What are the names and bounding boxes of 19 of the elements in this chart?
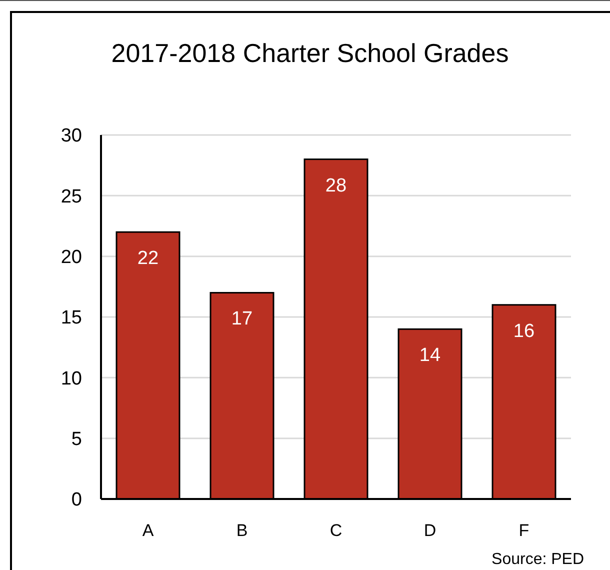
y-tick-label: 30 bbox=[60, 126, 82, 147]
y-tick-label: 20 bbox=[60, 246, 82, 268]
y-tick-label: 0 bbox=[71, 490, 82, 511]
y-tick-label: 5 bbox=[71, 428, 82, 450]
data-label: 17 bbox=[231, 308, 253, 330]
x-tick-label: C bbox=[330, 521, 342, 540]
y-tick-label: 25 bbox=[60, 186, 82, 208]
y-tick-label: 15 bbox=[60, 308, 82, 329]
x-tick-label: A bbox=[142, 521, 154, 540]
chart-title: 2017-2018 Charter School Grades bbox=[111, 38, 509, 68]
y-tick-label: 10 bbox=[60, 368, 82, 390]
data-label: 14 bbox=[419, 345, 441, 366]
data-label: 28 bbox=[325, 175, 347, 196]
x-tick-label: F bbox=[518, 521, 530, 540]
data-label: 22 bbox=[137, 248, 159, 270]
x-tick-label: B bbox=[236, 521, 248, 540]
x-tick-label: D bbox=[424, 521, 436, 540]
data-label: 16 bbox=[513, 320, 535, 342]
source-note: Source: PED bbox=[492, 551, 584, 568]
